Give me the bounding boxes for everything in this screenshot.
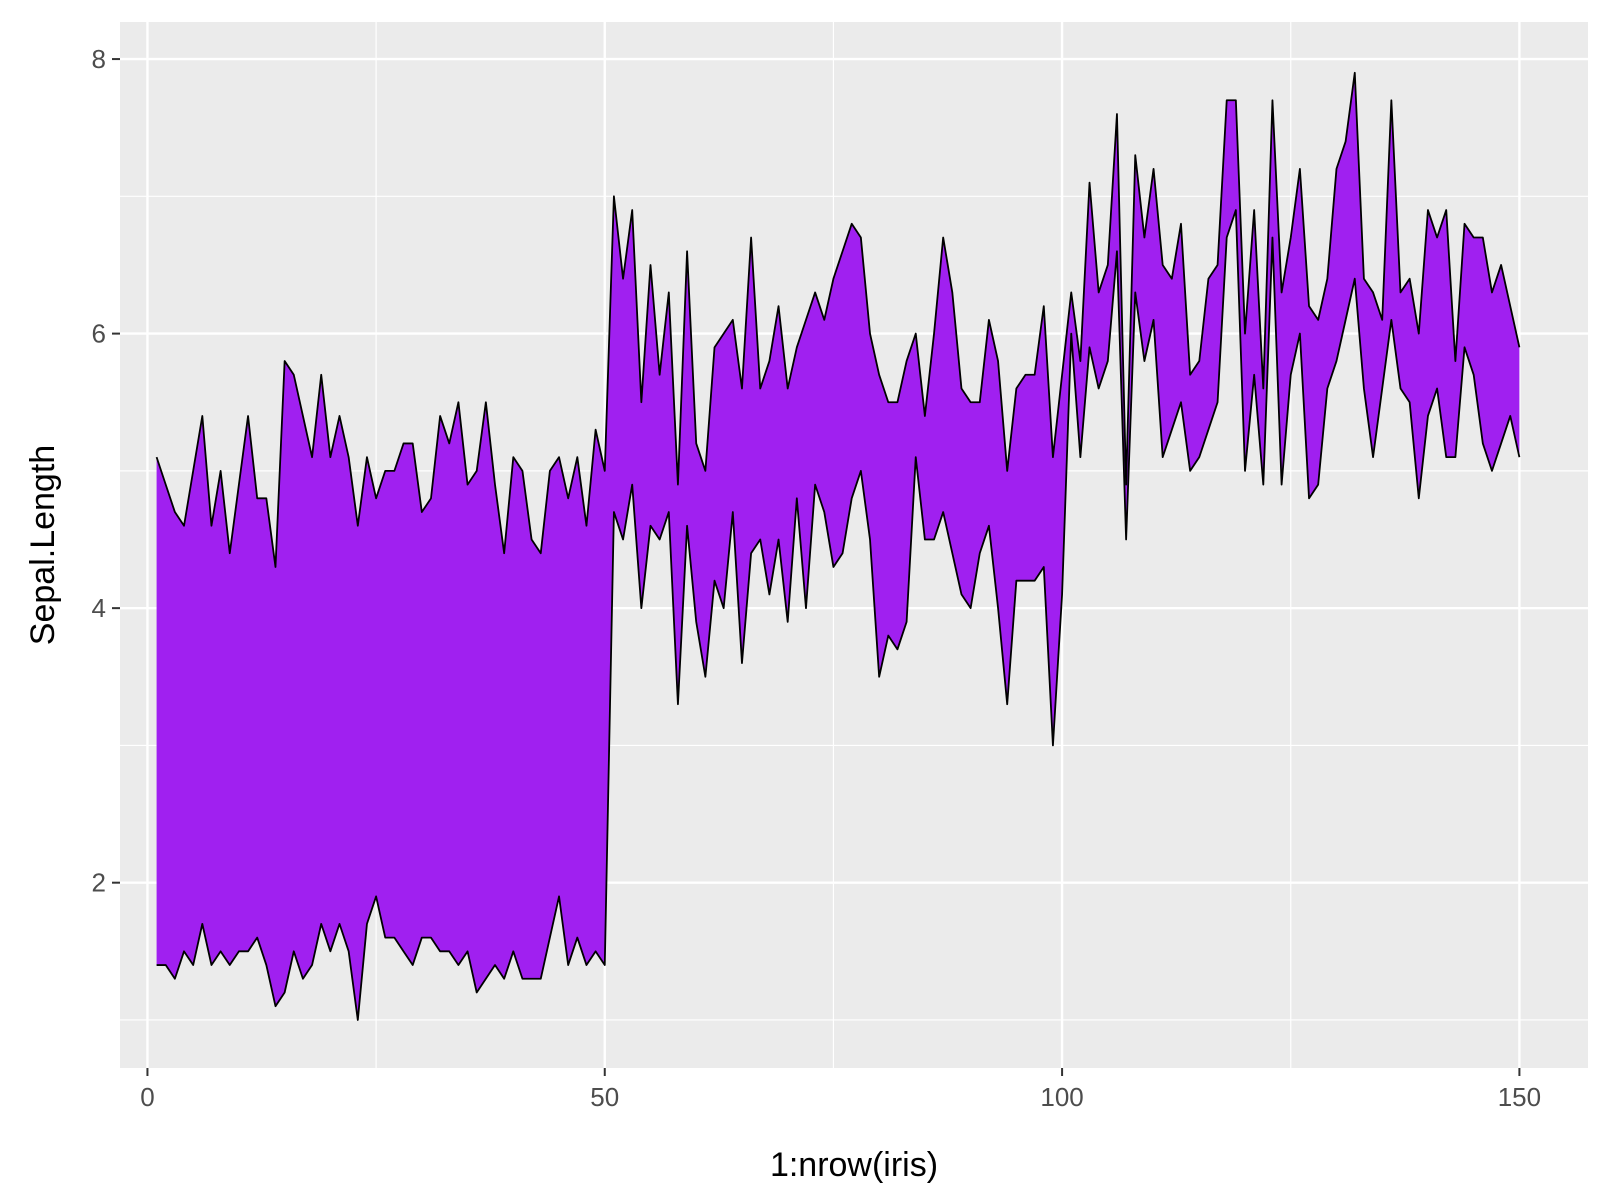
y-axis: 2 4 6 8 bbox=[92, 44, 120, 898]
x-tick-label: 50 bbox=[590, 1082, 619, 1112]
ribbon-area bbox=[155, 71, 1521, 1021]
x-axis: 0 50 100 150 bbox=[140, 1068, 1541, 1112]
x-axis-title: 1:nrow(iris) bbox=[770, 1146, 938, 1184]
x-tick-label: 100 bbox=[1040, 1082, 1083, 1112]
y-tick-label: 4 bbox=[92, 593, 106, 623]
lower-series-line bbox=[156, 209, 1521, 1021]
y-axis-title: Sepal.Length bbox=[24, 445, 62, 645]
y-tick-label: 8 bbox=[92, 44, 106, 74]
x-tick-label: 0 bbox=[140, 1082, 154, 1112]
y-tick-label: 6 bbox=[92, 319, 106, 349]
y-tick-label: 2 bbox=[92, 868, 106, 898]
upper-series-line bbox=[155, 71, 1521, 568]
x-tick-label: 150 bbox=[1498, 1082, 1541, 1112]
ribbon-fill bbox=[156, 72, 1520, 1020]
